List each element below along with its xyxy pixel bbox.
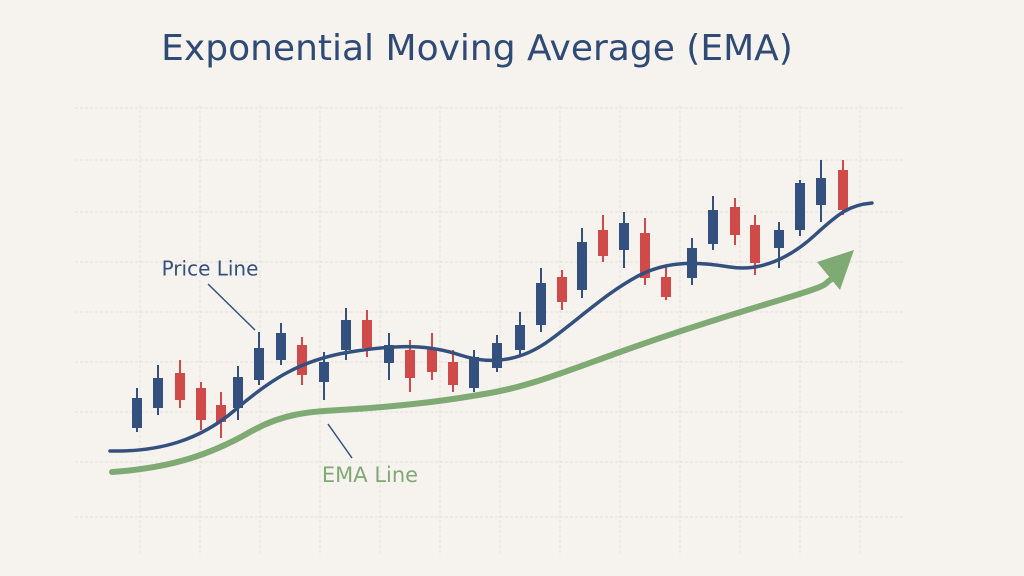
candle — [448, 350, 458, 392]
title: Exponential Moving Average (EMA) — [161, 28, 793, 69]
candle — [132, 388, 142, 432]
ema-line — [109, 276, 835, 475]
price-line — [108, 201, 874, 453]
candle — [319, 352, 329, 400]
candle — [492, 335, 502, 372]
ema-line-label: EMA Line — [322, 463, 418, 487]
ema-pointer — [327, 423, 353, 459]
candle — [661, 267, 671, 300]
candle — [598, 215, 608, 262]
candle — [708, 196, 718, 250]
candle — [405, 340, 415, 392]
candle — [577, 228, 587, 298]
candle — [515, 312, 525, 357]
candle — [297, 337, 307, 385]
candle — [254, 332, 264, 385]
candle — [276, 323, 286, 365]
candle — [557, 270, 567, 310]
candle — [687, 238, 697, 285]
candle — [175, 360, 185, 408]
grid — [75, 105, 905, 555]
candle — [730, 198, 740, 245]
candle — [233, 366, 243, 420]
candle — [795, 180, 805, 236]
candle — [216, 392, 226, 438]
candle — [816, 160, 826, 222]
candle — [384, 333, 394, 380]
candle — [427, 333, 437, 380]
price-pointer — [207, 283, 256, 331]
candle — [750, 215, 760, 275]
candlesticks — [132, 160, 848, 438]
candle — [153, 365, 163, 415]
candle — [196, 382, 206, 430]
ema-arrowhead — [817, 250, 854, 290]
candle — [838, 160, 848, 215]
price-line-label: Price Line — [162, 257, 259, 281]
candle — [619, 212, 629, 268]
candle — [536, 268, 546, 332]
